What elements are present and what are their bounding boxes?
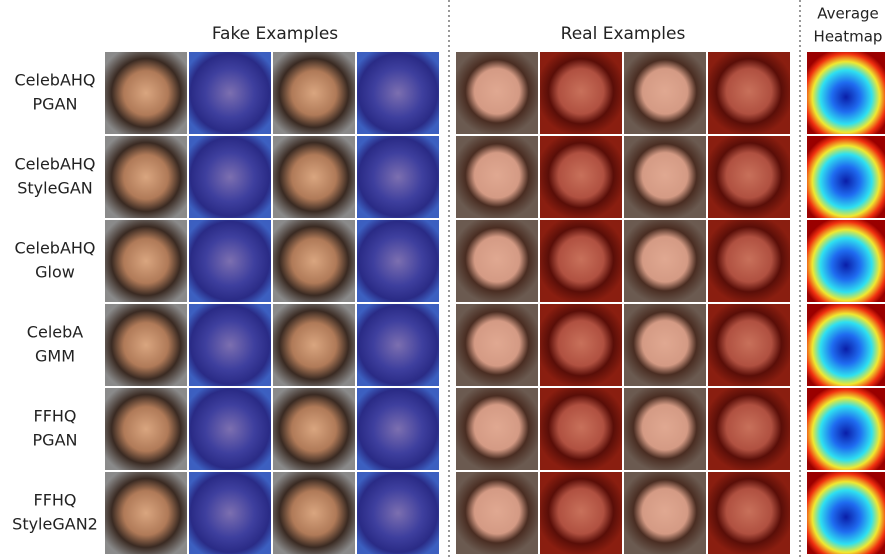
- row-label: CelebA: [27, 323, 83, 342]
- fake-image: [105, 472, 187, 554]
- average-heatmap: [807, 220, 885, 302]
- row-label: FFHQ: [33, 491, 76, 510]
- average-heatmap: [807, 52, 885, 134]
- fake-image: [105, 136, 187, 218]
- fake-image: [357, 136, 439, 218]
- real-image: [540, 304, 622, 386]
- real-image: [624, 220, 706, 302]
- row-label: FFHQ: [33, 407, 76, 426]
- heatmap-header: Heatmap: [814, 28, 883, 46]
- fake-image: [189, 388, 271, 470]
- fake-image: [273, 220, 355, 302]
- real-image: [624, 472, 706, 554]
- row-label: StyleGAN2: [12, 515, 98, 534]
- fake-image: [189, 304, 271, 386]
- fake-image: [105, 52, 187, 134]
- row-label: CelebAHQ: [14, 239, 95, 258]
- fake-image: [105, 304, 187, 386]
- average-heatmap: [807, 472, 885, 554]
- row-label: CelebAHQ: [14, 71, 95, 90]
- real-image: [708, 472, 790, 554]
- real-image: [624, 52, 706, 134]
- fake-image: [357, 472, 439, 554]
- real-image: [624, 304, 706, 386]
- real-header: Real Examples: [561, 24, 686, 44]
- fake-image: [189, 220, 271, 302]
- fake-image: [105, 220, 187, 302]
- average-heatmap: [807, 388, 885, 470]
- real-image: [540, 220, 622, 302]
- real-image: [708, 304, 790, 386]
- real-image: [540, 136, 622, 218]
- row-label: GMM: [35, 347, 75, 366]
- row-label: PGAN: [33, 431, 78, 450]
- real-image: [624, 136, 706, 218]
- row-label: Glow: [35, 263, 75, 282]
- fake-image: [273, 52, 355, 134]
- fake-image: [189, 52, 271, 134]
- real-image: [540, 52, 622, 134]
- average-heatmap: [807, 304, 885, 386]
- real-image: [540, 472, 622, 554]
- row-label: StyleGAN: [17, 179, 93, 198]
- figure: Fake Examples Real Examples Average Heat…: [0, 0, 886, 558]
- fake-image: [273, 136, 355, 218]
- fake-header: Fake Examples: [212, 24, 338, 44]
- row-label: CelebAHQ: [14, 155, 95, 174]
- real-image: [708, 136, 790, 218]
- real-image: [624, 388, 706, 470]
- fake-image: [357, 220, 439, 302]
- real-image: [456, 52, 538, 134]
- fake-image: [273, 472, 355, 554]
- real-image: [456, 304, 538, 386]
- fake-image: [189, 136, 271, 218]
- real-image: [708, 388, 790, 470]
- average-heatmap: [807, 136, 885, 218]
- real-image: [708, 52, 790, 134]
- fake-image: [273, 388, 355, 470]
- real-image: [456, 136, 538, 218]
- heatmap-header: Average: [817, 5, 879, 23]
- real-image: [708, 220, 790, 302]
- real-image: [540, 388, 622, 470]
- fake-image: [357, 388, 439, 470]
- fake-image: [189, 472, 271, 554]
- fake-image: [273, 304, 355, 386]
- row-label: PGAN: [33, 95, 78, 114]
- real-image: [456, 220, 538, 302]
- real-image: [456, 472, 538, 554]
- fake-image: [357, 304, 439, 386]
- fake-image: [105, 388, 187, 470]
- fake-image: [357, 52, 439, 134]
- real-image: [456, 388, 538, 470]
